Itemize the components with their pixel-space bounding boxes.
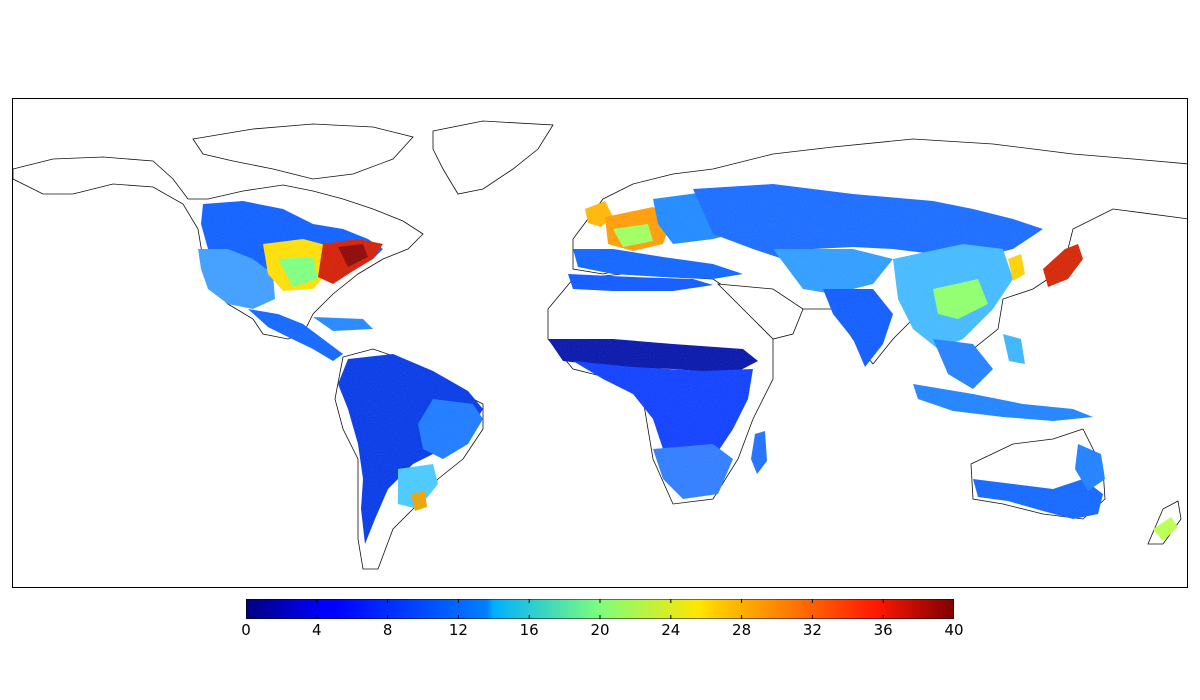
colorbar-tick-label: 20: [590, 621, 610, 639]
colorbar-tick-label: 24: [661, 621, 681, 639]
data-texture: [13, 99, 1187, 587]
colorbar-tick-label: 40: [944, 621, 964, 639]
world-map: [13, 99, 1187, 587]
map-panel: [12, 98, 1188, 588]
colorbar-tick-label: 8: [382, 621, 393, 639]
colorbar-tick-label: 32: [802, 621, 822, 639]
colorbar-tick-marks: [316, 599, 884, 619]
colorbar-tick-label: 16: [519, 621, 539, 639]
colorbar-tick-label: 4: [312, 621, 322, 639]
colorbar-tick-label: 0: [241, 621, 251, 639]
colorbar-tick-label: 28: [732, 621, 752, 639]
colorbar-tick-label: 12: [448, 621, 468, 639]
colorbar-tick-label: 36: [873, 621, 893, 639]
colorbar-gradient: [245, 598, 955, 620]
colorbar: [245, 598, 955, 620]
